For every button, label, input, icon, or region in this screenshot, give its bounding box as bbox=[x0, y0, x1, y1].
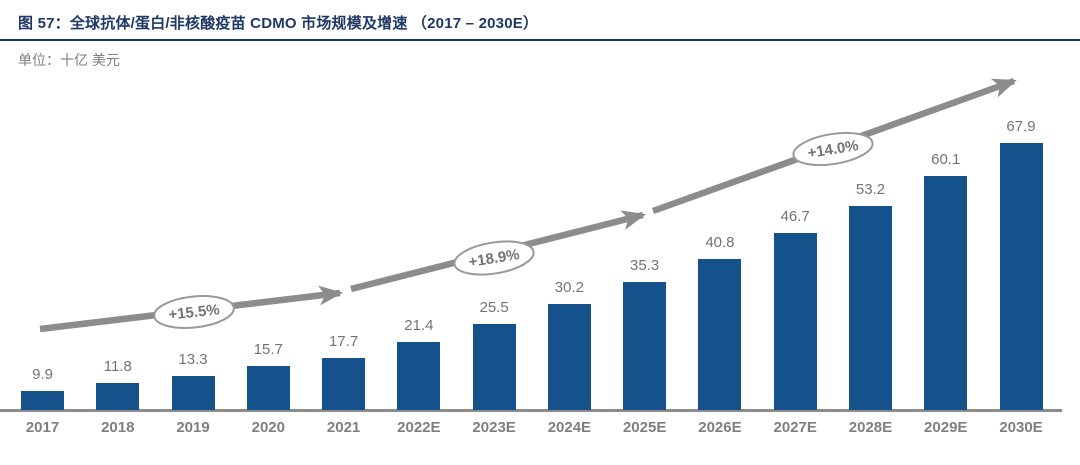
x-axis-label-2020: 2020 bbox=[251, 419, 285, 436]
trend-arrow-segment-1 bbox=[39, 285, 343, 333]
figure-header: 图 57：全球抗体/蛋白/非核酸疫苗 CDMO 市场规模及增速 （2017 – … bbox=[0, 0, 1080, 41]
x-axis-line bbox=[0, 409, 1062, 412]
bar-value-label-2019: 13.3 bbox=[178, 351, 208, 369]
growth-annotation-2017-2021: +15.5% bbox=[153, 295, 235, 329]
growth-ellipse bbox=[792, 131, 874, 167]
growth-label-14-0: +14.0% bbox=[806, 137, 859, 162]
x-axis-label-2029E: 2029E bbox=[924, 419, 968, 436]
bar-value-label-2027E: 46.7 bbox=[780, 208, 810, 226]
bar-2028E bbox=[848, 205, 892, 410]
bar-value-label-2025E: 35.3 bbox=[630, 257, 660, 275]
x-axis-label-2024E: 2024E bbox=[547, 419, 592, 436]
x-axis-label-2026E: 2026E bbox=[698, 419, 742, 436]
growth-annotation-2025-2030: +14.0% bbox=[792, 131, 874, 167]
x-axis-label-2028E: 2028E bbox=[848, 419, 893, 436]
bar-value-label-2029E: 60.1 bbox=[931, 151, 961, 169]
bar-value-label-2021: 17.7 bbox=[328, 332, 359, 350]
growth-ellipse bbox=[453, 240, 535, 276]
trend-arrow-segment-2 bbox=[350, 210, 646, 293]
figure-unit-label: 单位：十亿 美元 bbox=[18, 52, 120, 68]
bar-2023E bbox=[472, 324, 516, 410]
bar-2030E bbox=[999, 142, 1043, 410]
bar-2022E bbox=[397, 341, 441, 410]
x-axis-label-2030E: 2030E bbox=[999, 419, 1043, 436]
bar-2021 bbox=[322, 357, 366, 410]
figure-title: 图 57：全球抗体/蛋白/非核酸疫苗 CDMO 市场规模及增速 （2017 – … bbox=[18, 15, 539, 32]
growth-label-18-9: +18.9% bbox=[467, 246, 520, 271]
bar-value-label-2030E: 67.9 bbox=[1006, 117, 1036, 135]
x-axis-label-2018: 2018 bbox=[101, 419, 135, 436]
bar-value-label-2017: 9.9 bbox=[32, 365, 53, 383]
bar-2029E bbox=[924, 176, 968, 410]
x-axis-label-2019: 2019 bbox=[176, 419, 210, 436]
bar-value-label-2022E: 21.4 bbox=[404, 316, 434, 334]
x-axis-label-2023E: 2023E bbox=[472, 419, 516, 436]
bar-value-label-2026E: 40.8 bbox=[705, 233, 735, 251]
growth-annotation-2021-2025: +18.9% bbox=[453, 240, 535, 276]
bar-2020 bbox=[246, 366, 290, 410]
bar-value-label-2018: 11.8 bbox=[103, 357, 132, 375]
bar-value-label-2028E: 53.2 bbox=[855, 180, 886, 198]
x-axis-label-2021: 2021 bbox=[326, 419, 361, 436]
bar-value-label-2020: 15.7 bbox=[253, 341, 283, 359]
bar-2018 bbox=[96, 382, 140, 410]
x-axis-label-2027E: 2027E bbox=[773, 419, 817, 436]
growth-label-15-5: +15.5% bbox=[168, 301, 221, 323]
bar-2024E bbox=[547, 304, 591, 410]
growth-ellipse bbox=[153, 295, 235, 329]
bar-value-label-2023E: 25.5 bbox=[479, 299, 509, 317]
bar-2017 bbox=[21, 390, 64, 410]
bar-2027E bbox=[773, 233, 817, 410]
bar-2019 bbox=[171, 376, 215, 410]
bar-value-label-2024E: 30.2 bbox=[554, 279, 584, 297]
bar-2026E bbox=[698, 258, 742, 410]
bar-2025E bbox=[623, 282, 667, 410]
x-axis-label-2017: 2017 bbox=[25, 419, 60, 436]
x-axis-label-2022E: 2022E bbox=[397, 419, 441, 436]
x-axis-label-2025E: 2025E bbox=[622, 419, 667, 436]
